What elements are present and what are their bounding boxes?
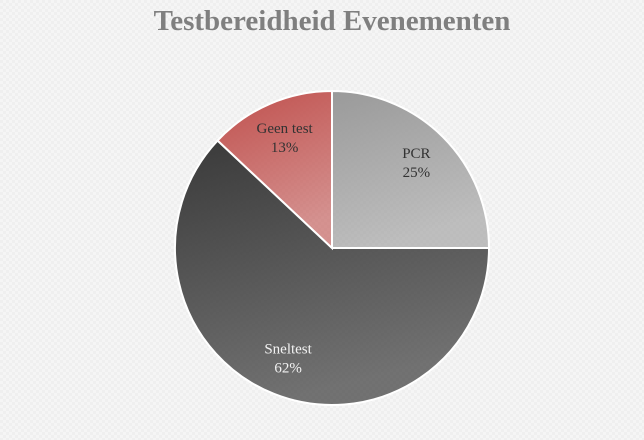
pie-slice	[331, 89, 491, 249]
pie-slice	[216, 89, 333, 251]
slice-value-label: 25%	[403, 165, 431, 181]
slice-value-label: 13%	[271, 140, 299, 156]
chart-title: Testbereidheid Evenementen	[154, 5, 511, 37]
slice-category: Geen test	[256, 121, 313, 137]
slice-category: Sneltest	[264, 341, 312, 357]
slice-value-label: 62%	[274, 360, 302, 376]
pie-slice	[174, 139, 491, 406]
slice-category: PCR	[402, 146, 430, 162]
